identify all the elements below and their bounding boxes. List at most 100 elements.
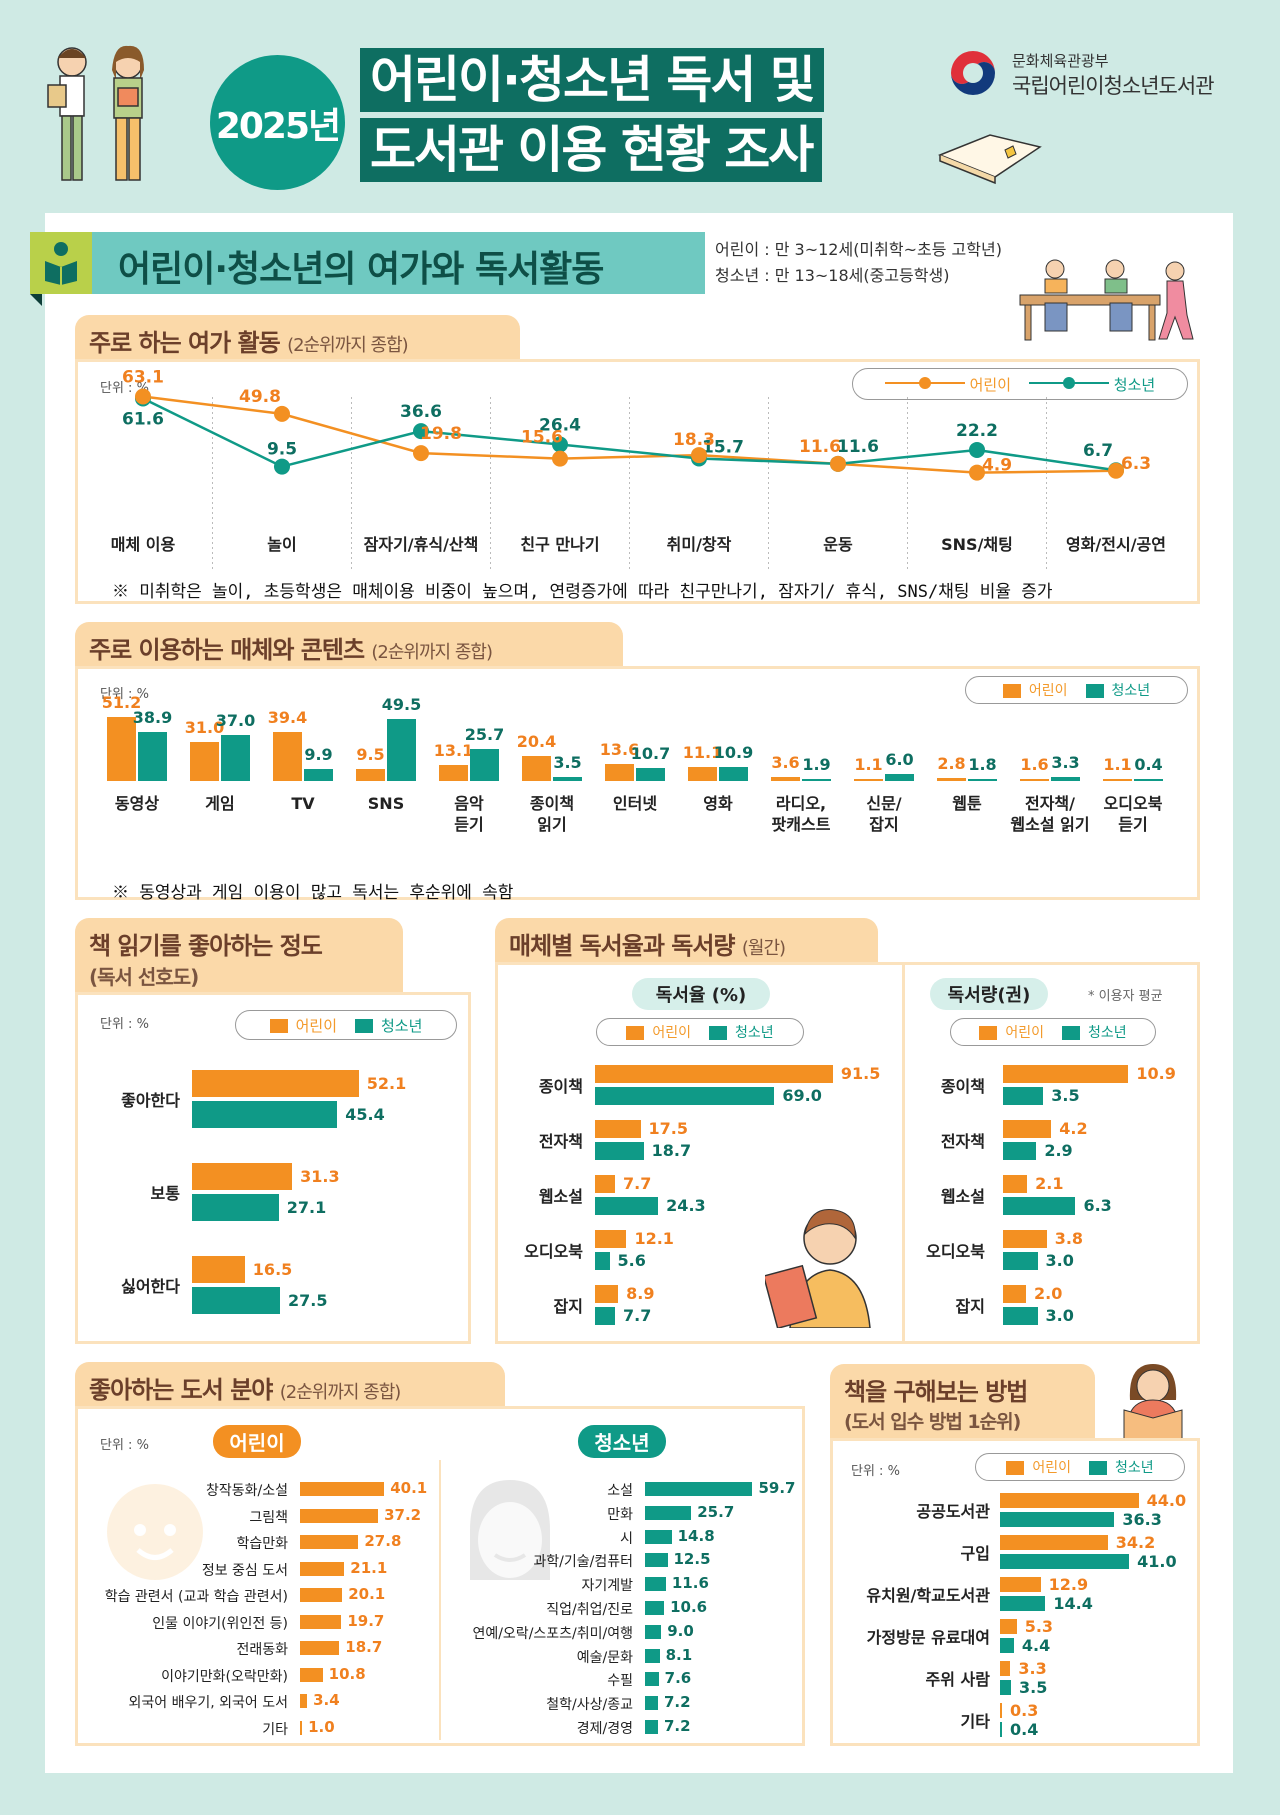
child-value-label: 1.1	[1103, 755, 1132, 774]
category-label: 좋아한다	[121, 1091, 180, 1110]
teen-value-label: 11.6	[837, 437, 879, 457]
teen-value-label: 27.1	[286, 1197, 327, 1217]
open-book-illustration	[937, 134, 1042, 185]
genre-value-label: 7.2	[663, 1717, 691, 1735]
child-bar	[1003, 1120, 1052, 1138]
teen-bar	[595, 1142, 644, 1160]
child-value-label: 3.8	[1054, 1229, 1084, 1248]
teen-bar	[192, 1287, 280, 1314]
category-label: 자기계발	[581, 1578, 633, 1595]
child-value-label: 12.9	[1048, 1574, 1089, 1594]
orange-swatch-icon	[1002, 684, 1021, 698]
teen-value-label: 7.7	[623, 1306, 652, 1325]
child-value-label: 9.5	[356, 745, 385, 765]
age-definition-teen: 청소년 : 만 13~18세(중고등학생)	[715, 266, 950, 285]
child-value-label: 13.1	[433, 740, 474, 760]
category-label: 오디오북 듣기	[1103, 794, 1163, 834]
acquisition-unit: 단위 : %	[851, 1464, 900, 1479]
category-label: 종이책	[538, 1077, 583, 1096]
category-label: 기타	[960, 1712, 990, 1731]
child-value-label: 1.1	[854, 755, 883, 774]
teen-value-label: 37.0	[215, 710, 256, 730]
child-data-point	[830, 455, 846, 472]
teen-bar	[1000, 1512, 1115, 1527]
teen-face-watermark-icon	[470, 1480, 550, 1580]
teen-value-label: 6.3	[1083, 1196, 1112, 1215]
category-label: 인물 이야기(위인전 등)	[152, 1615, 288, 1632]
child-value-label: 2.0	[1034, 1284, 1063, 1303]
acquisition-subtitle: (도서 입수 방법 1순위)	[844, 1411, 1021, 1433]
child-value-label: 10.9	[1136, 1064, 1176, 1083]
genre-bar	[300, 1641, 340, 1655]
child-bar	[595, 1175, 616, 1193]
teen-bar	[192, 1101, 338, 1128]
category-label: 영화/전시/공연	[1066, 535, 1166, 554]
genre-value-label: 10.6	[670, 1598, 708, 1616]
category-label: 웹소설	[940, 1187, 985, 1206]
child-value-label: 4.9	[982, 456, 1012, 476]
leisure-legend: 어린이 청소년	[852, 368, 1188, 400]
category-label: 오디오북	[524, 1242, 583, 1261]
category-label: 철학/사상/종교	[546, 1697, 633, 1714]
students-illustration	[47, 45, 144, 181]
teen-bar	[885, 773, 914, 781]
child-bar	[937, 777, 966, 781]
child-value-label: 15.6	[521, 428, 563, 448]
media-bar-chart: 51.2 38.9 동영상 31.0 37.0 게임 39.4 9.9 TV 9.5 49.5 SNS…	[75, 666, 1200, 866]
genre-value-label: 1.0	[308, 1717, 335, 1736]
child-value-label: 91.5	[840, 1064, 881, 1083]
category-label: 학습만화	[236, 1536, 288, 1552]
ministry-name: 문화체육관광부	[1012, 52, 1109, 70]
category-label: 운동	[823, 535, 853, 554]
child-value-label: 2.1	[1035, 1174, 1064, 1193]
genre-child-badge: 어린이	[213, 1425, 301, 1458]
leisure-title: 주로 하는 여가 활동	[89, 329, 281, 357]
child-bar	[107, 717, 136, 781]
teal-line-marker-icon	[1029, 376, 1109, 389]
child-bar	[1003, 1175, 1028, 1193]
reading-title: 매체별 독서율과 독서량	[509, 932, 736, 960]
teen-bar	[138, 732, 167, 781]
child-bar	[595, 1285, 619, 1303]
teen-value-label: 3.3	[1051, 752, 1080, 772]
orange-swatch-icon	[626, 1026, 645, 1040]
category-label: 친구 만나기	[520, 535, 599, 554]
child-value-label: 5.3	[1024, 1616, 1054, 1636]
section-title: 어린이·청소년의 여가와 독서활동	[118, 249, 604, 290]
category-label: 기타	[262, 1721, 288, 1738]
age-definition-child: 어린이 : 만 3~12세(미취학~초등 고학년)	[715, 240, 1002, 259]
teen-series-line	[142, 397, 1117, 472]
teen-value-label: 3.0	[1045, 1251, 1074, 1270]
category-label: 시	[620, 1530, 633, 1547]
reading-amount-footnote: * 이용자 평균	[1088, 989, 1163, 1004]
category-label: 만화	[607, 1506, 633, 1523]
child-bar	[439, 764, 468, 781]
acquisition-tab: 책을 구해보는 방법 (도서 입수 방법 1순위)	[830, 1364, 1095, 1440]
teen-value-label: 1.8	[968, 754, 997, 774]
legend-teen: 청소년	[1062, 1022, 1127, 1042]
genre-bar	[300, 1667, 323, 1682]
teen-value-label: 3.5	[1019, 1677, 1048, 1697]
teen-value-label: 3.0	[1045, 1306, 1074, 1325]
child-bar	[1003, 1065, 1129, 1083]
teen-data-point	[413, 423, 429, 440]
reading-rate-legend: 어린이 청소년	[596, 1018, 804, 1046]
child-value-label: 31.3	[300, 1166, 340, 1186]
child-bar	[605, 764, 634, 781]
child-data-point	[691, 447, 707, 464]
teen-bar	[1003, 1307, 1038, 1325]
teen-value-label: 10.9	[713, 743, 754, 763]
category-label: 종이책 읽기	[529, 794, 575, 834]
child-bar	[1000, 1661, 1011, 1676]
teen-value-label: 9.5	[267, 440, 297, 460]
child-value-label: 31.0	[184, 718, 225, 738]
child-bar	[522, 755, 551, 781]
teal-swatch-icon	[355, 1019, 373, 1033]
teen-value-label: 9.9	[304, 744, 333, 764]
teen-bar	[719, 767, 748, 781]
media-note: ※ 동영상과 게임 이용이 많고 독서는 후순위에 속함	[112, 883, 514, 903]
teen-value-label: 2.9	[1044, 1141, 1073, 1160]
preference-bar-chart: 좋아한다 52.1 45.4 보통 31.3 27.1 싫어한다 16.5 27.5	[75, 1060, 471, 1340]
teen-bar	[221, 734, 250, 781]
child-bar	[192, 1256, 245, 1283]
